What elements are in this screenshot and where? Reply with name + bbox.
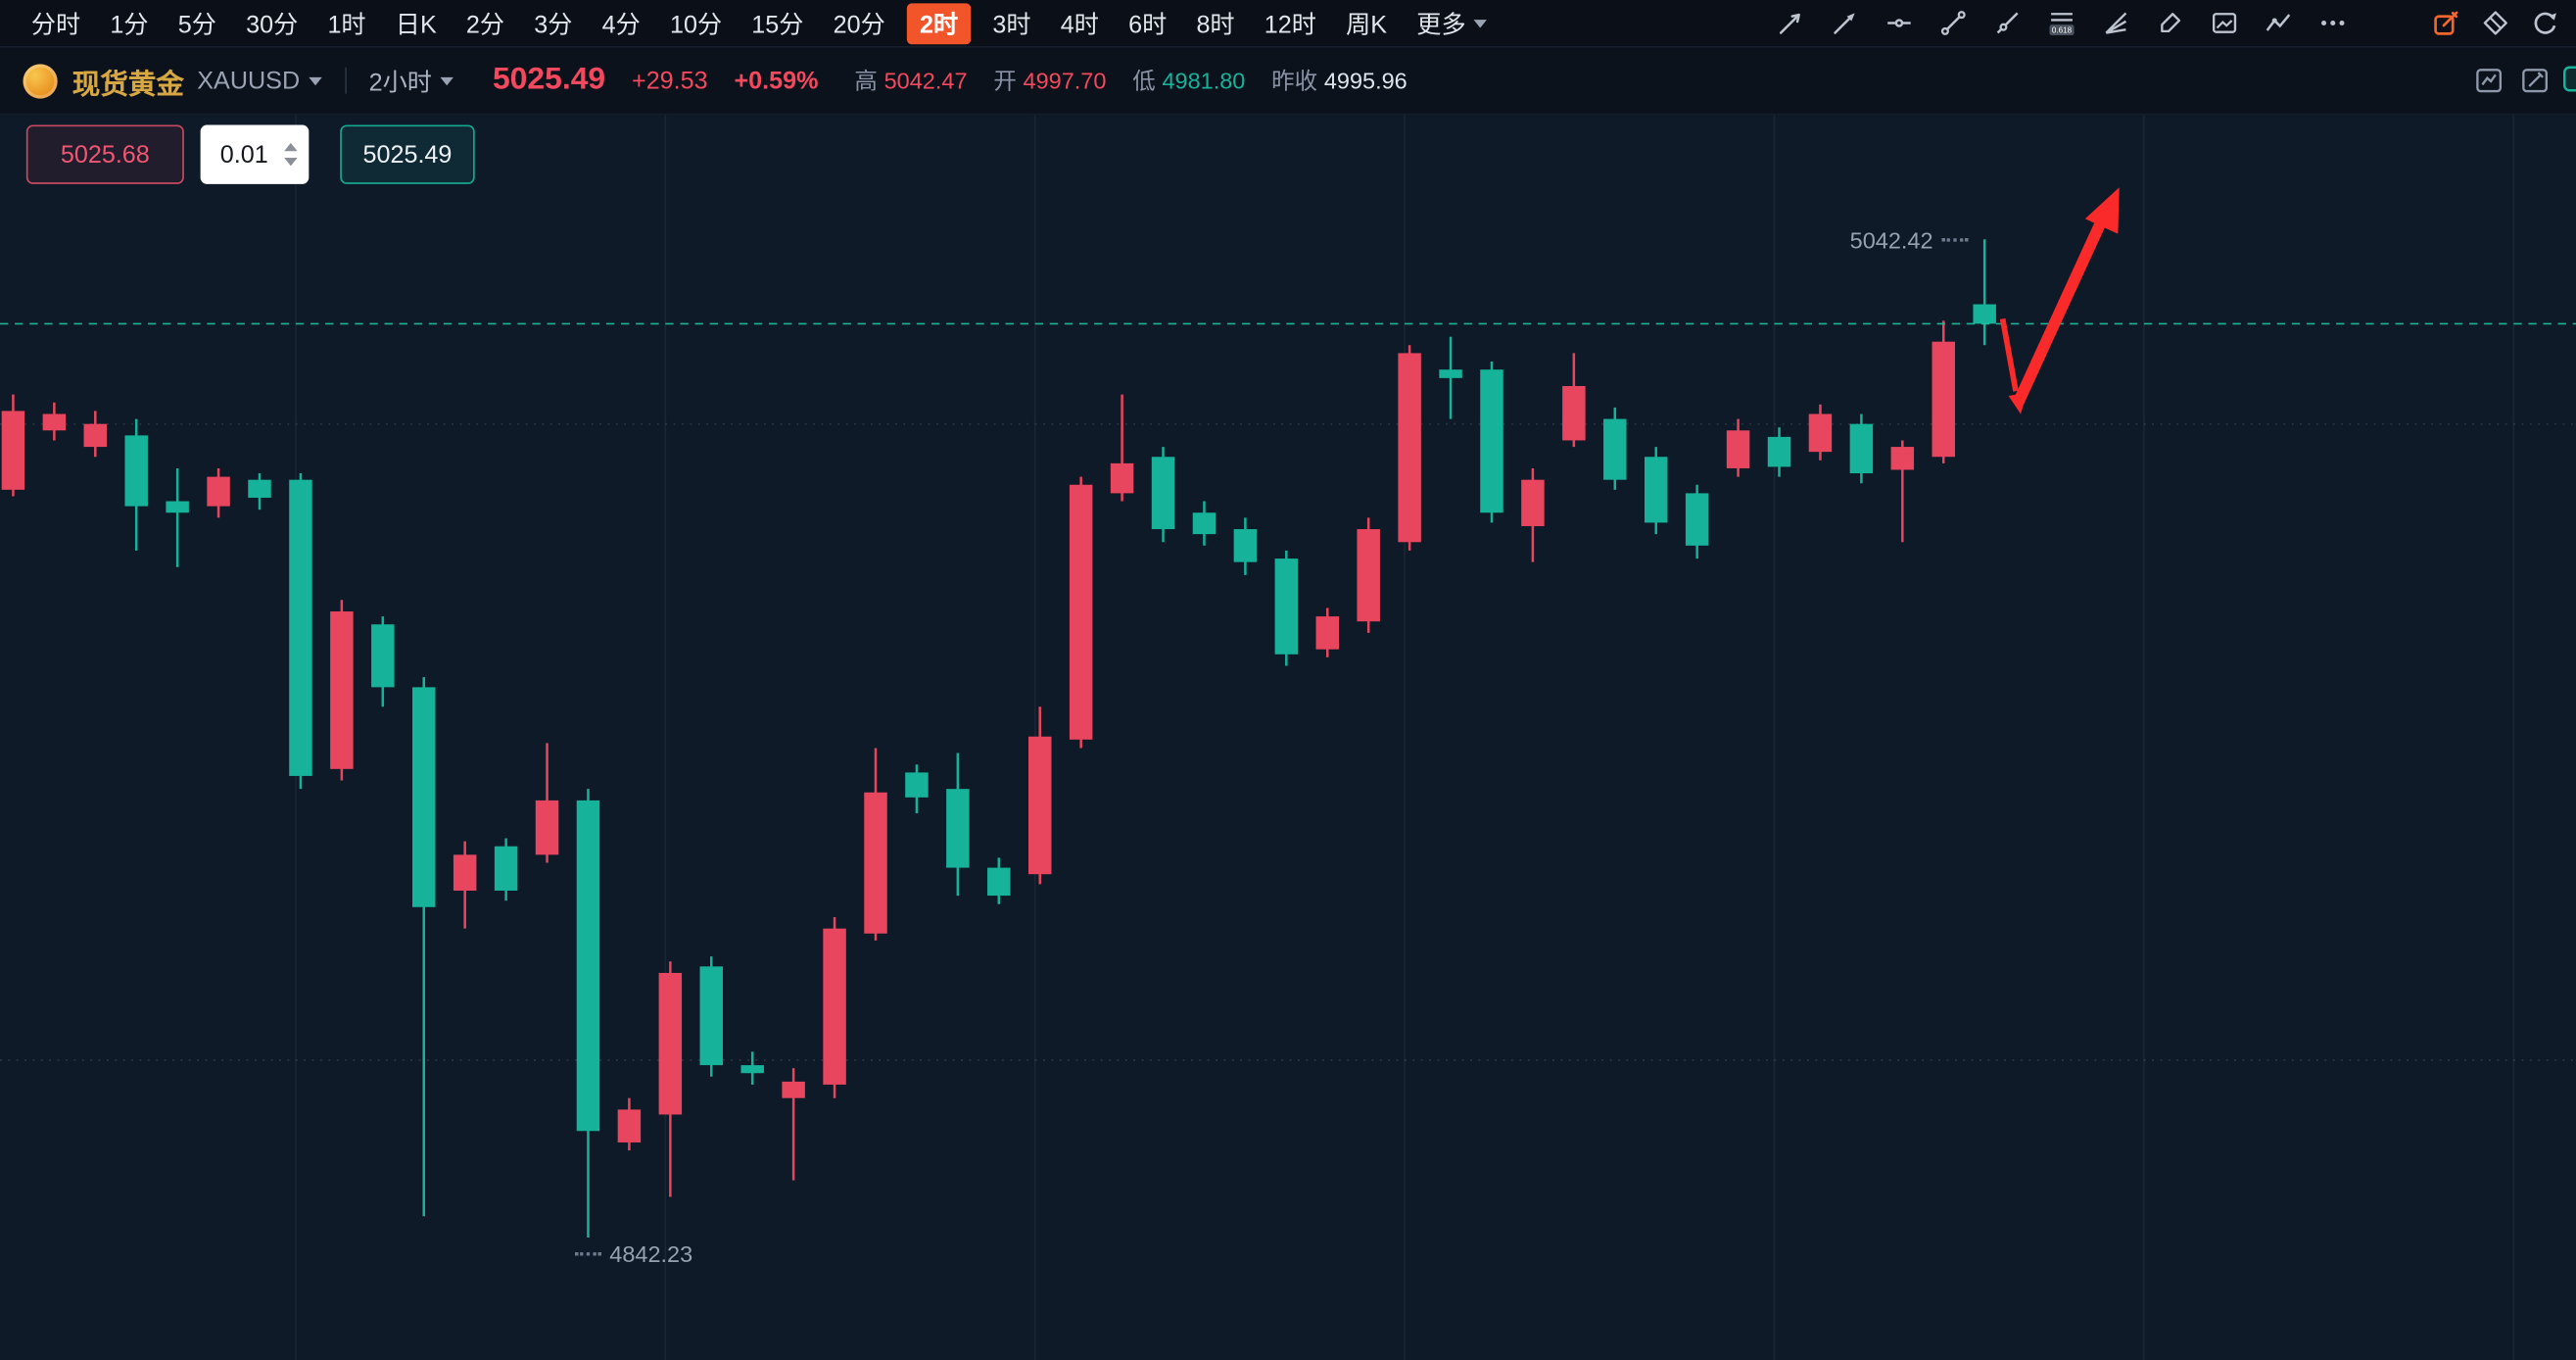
candlestick-chart[interactable] [0, 115, 2576, 1360]
timeframe-6时[interactable]: 6时 [1128, 10, 1168, 39]
timeframe-1分[interactable]: 1分 [110, 10, 149, 39]
swing-high-label: 5042.42 [1850, 226, 1968, 253]
toolbar-actions [2431, 0, 2576, 46]
timeframe-15分[interactable]: 15分 [751, 10, 804, 39]
instrument-logo-icon [23, 63, 58, 98]
timeframe-list: 分时 1分 5分 30分 1时 日K 2分 3分 4分 10分 15分 20分 2时 3时 4时 6时 8时 12… [17, 2, 1503, 44]
trend-line-icon[interactable] [1776, 8, 1805, 37]
timeframe-20分[interactable]: 20分 [833, 10, 885, 39]
trend-arrow-annotation[interactable] [0, 115, 2576, 1360]
dotted-leader [575, 1252, 601, 1256]
quantity-decrease-button[interactable] [284, 158, 298, 167]
timeframe-12时[interactable]: 12时 [1264, 10, 1316, 39]
timeframe-2分[interactable]: 2分 [465, 10, 505, 39]
small-down-arrow-shaft[interactable] [1999, 317, 2019, 392]
timeframe-日K[interactable]: 日K [395, 10, 437, 39]
eraser-icon[interactable] [2481, 8, 2510, 37]
horizontal-line-icon[interactable] [1884, 8, 1914, 37]
stat-低: 低 4981.80 [1132, 67, 1246, 94]
symbolbar-actions [2474, 48, 2550, 114]
drawing-toolbar: 0.618 [1776, 0, 2348, 46]
quantity-value: 0.01 [219, 140, 268, 169]
edit-chart-icon[interactable] [2520, 66, 2550, 95]
clipped-edge-icon[interactable] [2563, 64, 2576, 93]
snapshot-icon[interactable] [2210, 8, 2239, 37]
swing-low-label: 4842.23 [575, 1240, 692, 1267]
timeframe-周K[interactable]: 周K [1346, 10, 1388, 39]
dotted-leader [1940, 237, 1968, 241]
large-up-arrow-shaft[interactable] [2012, 222, 2105, 408]
large-up-arrowhead[interactable] [2084, 187, 2120, 234]
last-price: 5025.49 [492, 62, 606, 97]
compose-icon[interactable] [2431, 8, 2460, 37]
quantity-stepper [284, 142, 298, 167]
sell-price-button[interactable]: 5025.68 [25, 124, 184, 184]
timeframe-10分[interactable]: 10分 [669, 10, 723, 39]
timeframe-2时[interactable]: 2时 [906, 2, 972, 44]
session-stats: 高 5042.47 开 4997.70 低 4981.80 昨收 4995.96 [854, 64, 1407, 97]
timeframe-8时[interactable]: 8时 [1196, 10, 1235, 39]
more-tools-icon[interactable] [2318, 8, 2348, 37]
chevron-down-icon [440, 75, 453, 85]
symbol-selector[interactable]: XAUUSD [197, 66, 321, 95]
quantity-input[interactable]: 0.01 [200, 124, 310, 184]
timeframe-more-menu[interactable]: 更多 [1402, 6, 1502, 40]
timeframe-1时[interactable]: 1时 [327, 10, 366, 39]
timeframe-5分[interactable]: 5分 [177, 10, 216, 39]
fan-lines-icon[interactable] [2101, 8, 2130, 37]
ray-icon[interactable] [1993, 8, 2023, 37]
stat-开: 开 4997.70 [993, 67, 1107, 94]
indicator-icon[interactable] [2264, 8, 2293, 37]
price-change-percent: +0.59% [734, 66, 819, 95]
chart-area[interactable]: 5025.68 0.01 5025.49 5042.42 4842.23 [0, 115, 2576, 1360]
price-change: +29.53 [632, 66, 708, 95]
undo-icon[interactable] [2530, 8, 2559, 37]
symbol-code: XAUUSD [197, 66, 301, 95]
chevron-down-icon [308, 75, 321, 85]
quantity-increase-button[interactable] [284, 142, 298, 152]
stat-昨收: 昨收 4995.96 [1271, 67, 1407, 94]
interval-label: 2小时 [368, 68, 432, 97]
svg-text:0.618: 0.618 [2052, 26, 2073, 35]
buy-price-button[interactable]: 5025.49 [340, 124, 475, 184]
timeframe-30分[interactable]: 30分 [246, 10, 299, 39]
interval-selector[interactable]: 2小时 [369, 64, 453, 98]
stat-高: 高 5042.47 [854, 67, 968, 94]
timeframe-4时[interactable]: 4时 [1060, 10, 1099, 39]
trade-panel: 5025.68 0.01 5025.49 [25, 124, 475, 184]
arrow-line-icon[interactable] [1831, 8, 1860, 37]
timeframe-3分[interactable]: 3分 [534, 10, 573, 39]
compare-chart-icon[interactable] [2474, 66, 2504, 95]
segment-icon[interactable] [1938, 8, 1968, 37]
timeframe-toolbar: 分时 1分 5分 30分 1时 日K 2分 3分 4分 10分 15分 20分 2时 3时 4时 6时 8时 12… [0, 0, 2576, 48]
brush-icon[interactable] [2156, 8, 2185, 37]
divider [344, 67, 347, 94]
timeframe-3时[interactable]: 3时 [992, 10, 1031, 39]
instrument-name: 现货黄金 [72, 68, 184, 100]
timeframe-分时[interactable]: 分时 [30, 10, 81, 39]
timeframe-4分[interactable]: 4分 [601, 10, 641, 39]
fibonacci-icon[interactable]: 0.618 [2047, 8, 2076, 37]
